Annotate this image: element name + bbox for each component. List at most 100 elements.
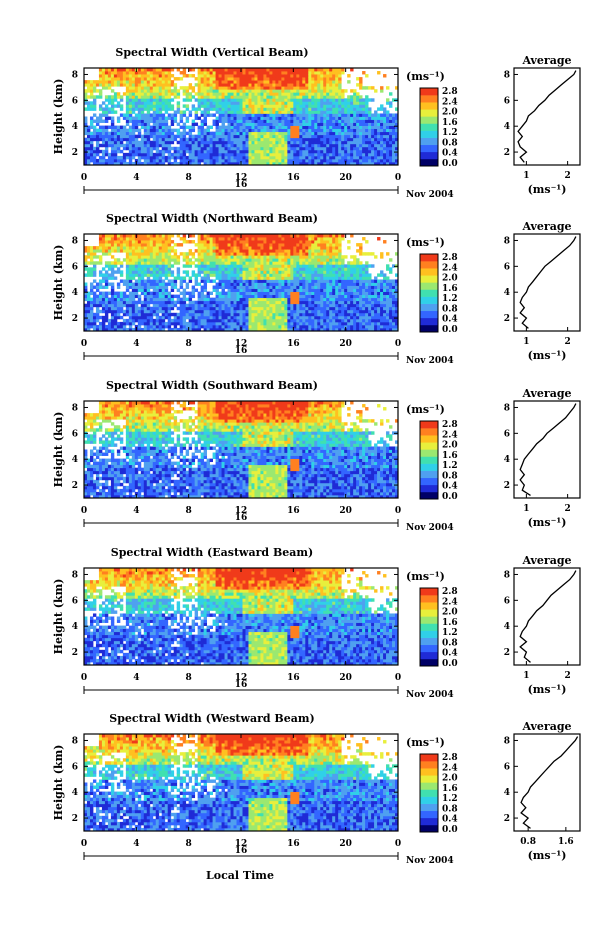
x-tick-label: 8 [186,506,192,516]
average-profile-line [520,736,579,829]
colorbar-swatch [420,651,438,660]
average-x-label: (ms⁻¹) [528,516,567,529]
colorbar-tick-label: 2.8 [442,253,458,263]
colorbar-swatch [420,254,438,262]
colorbar-tick-label: 0.0 [442,159,458,169]
colorbar-swatch [420,442,438,450]
colorbar-swatch [420,151,438,160]
colorbar [419,587,439,667]
x-tick-label: 16 [287,673,300,683]
average-y-tick-label: 6 [504,596,510,606]
average-y-tick-label: 8 [504,736,510,746]
date-month: Nov 2004 [406,690,454,700]
colorbar-tick-label: 0.4 [442,815,458,825]
y-tick-label: 4 [72,788,78,798]
colorbar-tick-label: 0.4 [442,149,458,159]
average-y-tick-label: 2 [504,148,510,158]
colorbar-swatch [420,602,438,610]
colorbar-frame [419,420,439,500]
y-tick-label: 8 [72,570,78,580]
y-axis-label: Height (km) [52,412,65,488]
average-y-tick-label: 4 [504,622,510,632]
x-tick-label: 4 [133,339,139,349]
panel-2: Spectral Width (Southward Beam) 2 4 6 8 Heigh… [52,379,581,533]
x-tick-label: 12 [235,173,248,183]
colorbar-tick-label: 1.6 [442,118,458,128]
colorbar-swatch [420,616,438,624]
colorbar-swatch [420,810,438,819]
average-x-tick-label: 1 [523,671,529,681]
colorbar-swatch [420,88,438,96]
colorbar-swatch [420,449,438,457]
colorbar-swatch [420,123,438,131]
x-tick-label: 12 [235,339,248,349]
average-x-tick-label: 2 [564,671,570,681]
colorbar-tick-label: 2.4 [442,430,458,440]
x-tick-label: 16 [287,839,300,849]
y-axis-label: Height (km) [52,745,65,821]
colorbar [419,420,439,500]
colorbar-tick-label: 0.8 [442,304,458,314]
average-y-tick-label: 4 [504,788,510,798]
colorbar-unit: (ms⁻¹) [406,236,445,249]
average-title: Average [521,554,571,567]
x-tick-label: 8 [186,839,192,849]
colorbar-swatch [420,435,438,443]
colorbar-swatch [420,144,438,153]
x-tick-label: 0 [395,173,401,183]
colorbar-swatch [420,116,438,124]
colorbar-swatch [420,768,438,776]
average-profile-line [519,570,577,663]
x-tick-label: 20 [339,506,352,516]
panel-title: Spectral Width (Westward Beam) [109,712,314,725]
colorbar-tick-label: 0.4 [442,649,458,659]
colorbar-swatch [420,817,438,826]
colorbar-tick-label: 0.8 [442,804,458,814]
y-axis-label: Height (km) [52,245,65,321]
colorbar-tick-label: 2.0 [442,608,458,618]
x-tick-label: 12 [235,839,248,849]
x-tick-label: 0 [81,339,87,349]
colorbar-tick-label: 2.4 [442,597,458,607]
colorbar-tick-label: 0.8 [442,471,458,481]
average-y-tick-label: 2 [504,814,510,824]
colorbar-swatch [420,463,438,471]
y-axis-label: Height (km) [52,579,65,655]
colorbar-tick-label: 0.0 [442,492,458,502]
panel-4: Spectral Width (Westward Beam) 2 4 6 8 Height… [52,712,581,866]
x-tick-label: 8 [186,673,192,683]
colorbar-tick-label: 2.0 [442,108,458,118]
colorbar-tick-label: 2.4 [442,97,458,107]
colorbar-swatch [420,289,438,297]
colorbar-swatch [420,796,438,804]
colorbar-tick-label: 1.2 [442,794,458,804]
average-y-tick-label: 8 [504,570,510,580]
average-x-tick-label: 1 [523,171,529,181]
colorbar-frame [419,587,439,667]
average-y-tick-label: 4 [504,122,510,132]
x-tick-label: 8 [186,173,192,183]
colorbar-swatch [420,824,438,833]
colorbar-tick-label: 2.8 [442,420,458,430]
y-tick-label: 6 [72,96,78,106]
colorbar-unit: (ms⁻¹) [406,70,445,83]
colorbar-tick-label: 0.0 [442,659,458,669]
average-y-tick-label: 6 [504,762,510,772]
y-tick-label: 6 [72,262,78,272]
x-tick-label: 20 [339,173,352,183]
average-x-tick-label: 2 [564,171,570,181]
colorbar-frame [419,753,439,833]
average-x-label: (ms⁻¹) [528,349,567,362]
colorbar-tick-label: 2.8 [442,587,458,597]
colorbar-swatch [420,588,438,596]
average-title: Average [521,220,571,233]
colorbar-swatch [420,275,438,283]
heatmap-cells [84,68,399,166]
colorbar-frame [419,253,439,333]
y-tick-label: 8 [72,236,78,246]
x-tick-label: 20 [339,673,352,683]
colorbar-tick-label: 0.8 [442,138,458,148]
x-tick-label: 0 [395,506,401,516]
colorbar-swatch [420,261,438,269]
x-tick-label: 16 [287,506,300,516]
